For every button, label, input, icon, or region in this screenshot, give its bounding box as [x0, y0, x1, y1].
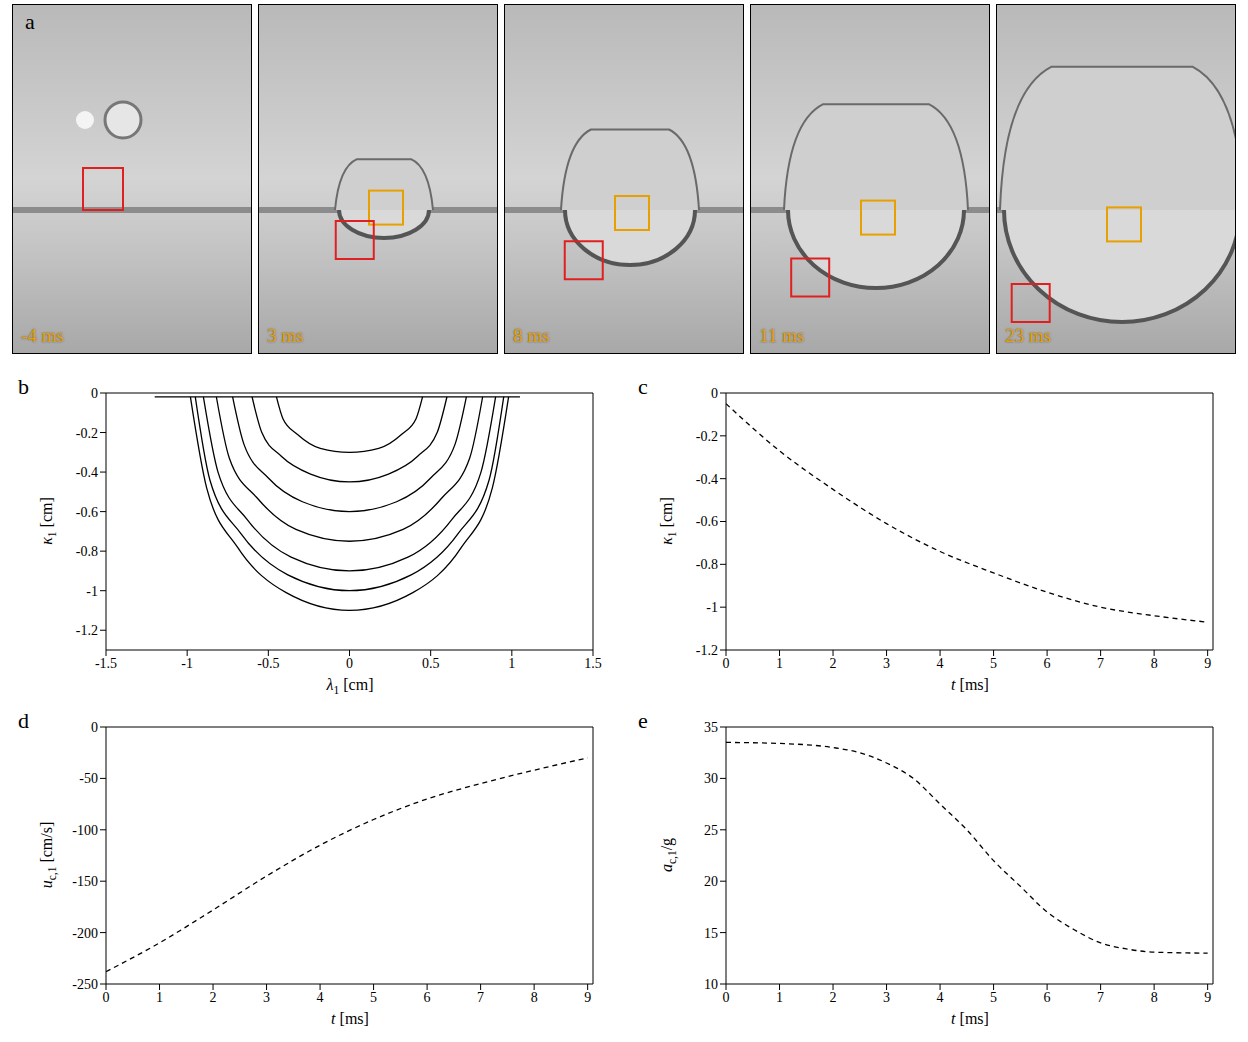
svg-text:0: 0: [91, 386, 98, 401]
svg-text:30: 30: [704, 771, 718, 786]
svg-text:-50: -50: [79, 771, 98, 786]
svg-text:8: 8: [531, 990, 538, 1005]
html-text:c,1: c,1: [46, 866, 59, 881]
svg-text:0: 0: [723, 656, 730, 671]
html-text:λ1[cm]: λ1[cm]: [326, 676, 374, 697]
svg-text:-0.8: -0.8: [696, 557, 718, 572]
svg-text:6: 6: [1044, 990, 1051, 1005]
html-text:1: 1: [46, 531, 59, 538]
html-text:u: u: [37, 880, 55, 889]
svg-text:3: 3: [263, 990, 270, 1005]
svg-text:2: 2: [830, 656, 837, 671]
svg-text:9: 9: [1204, 990, 1211, 1005]
html-text:a: a: [25, 9, 35, 34]
svg-text:25: 25: [704, 823, 718, 838]
html-text:[cm]: [cm]: [37, 497, 55, 532]
svg-text:-0.2: -0.2: [76, 426, 98, 441]
svg-text:5: 5: [990, 990, 997, 1005]
svg-text:1.5: 1.5: [584, 656, 602, 671]
svg-text:-250: -250: [72, 977, 98, 992]
svg-text:-1: -1: [706, 600, 718, 615]
svg-text:1: 1: [156, 990, 163, 1005]
svg-text:7: 7: [477, 990, 484, 1005]
svg-text:9: 9: [1204, 656, 1211, 671]
html-text:t [ms]: t [ms]: [331, 1010, 369, 1027]
svg-text:8: 8: [1151, 656, 1158, 671]
svg-text:-200: -200: [72, 926, 98, 941]
html-text:κ: κ: [657, 537, 675, 545]
svg-text:7: 7: [1097, 990, 1104, 1005]
svg-text:-0.6: -0.6: [76, 505, 98, 520]
svg-text:1: 1: [776, 656, 783, 671]
html-text:11 ms: 11 ms: [759, 325, 805, 346]
svg-text:9: 9: [584, 990, 591, 1005]
html-text:c,1: c,1: [666, 850, 679, 865]
svg-text:-150: -150: [72, 874, 98, 889]
svg-text:3: 3: [883, 990, 890, 1005]
svg-text:0: 0: [723, 990, 730, 1005]
svg-text:-1.2: -1.2: [696, 643, 718, 658]
svg-text:1: 1: [508, 656, 515, 671]
html-text:t [ms]: t [ms]: [951, 676, 989, 693]
svg-text:4: 4: [317, 990, 324, 1005]
svg-text:-0.4: -0.4: [696, 472, 718, 487]
svg-text:-0.4: -0.4: [76, 465, 98, 480]
html-text:23 ms: 23 ms: [1005, 325, 1051, 346]
svg-text:35: 35: [704, 720, 718, 735]
html-text:d: d: [18, 708, 29, 733]
svg-text:3: 3: [883, 656, 890, 671]
html-text:[cm]: [cm]: [657, 497, 675, 532]
svg-text:7: 7: [1097, 656, 1104, 671]
svg-text:-1: -1: [86, 584, 98, 599]
svg-text:-0.6: -0.6: [696, 514, 718, 529]
svg-text:8: 8: [1151, 990, 1158, 1005]
svg-text:-1.5: -1.5: [95, 656, 117, 671]
svg-text:-1: -1: [181, 656, 193, 671]
svg-text:5: 5: [990, 656, 997, 671]
svg-text:20: 20: [704, 874, 718, 889]
svg-text:15: 15: [704, 926, 718, 941]
svg-text:0: 0: [103, 990, 110, 1005]
html-text:t [ms]: t [ms]: [951, 1010, 989, 1027]
svg-text:-0.8: -0.8: [76, 544, 98, 559]
svg-text:6: 6: [1044, 656, 1051, 671]
html-text:/g: /g: [657, 837, 675, 851]
html-text:-4 ms: -4 ms: [21, 325, 64, 346]
html-text:8 ms: 8 ms: [513, 325, 550, 346]
svg-text:1: 1: [776, 990, 783, 1005]
html-text:e: e: [638, 708, 648, 733]
svg-text:0.5: 0.5: [422, 656, 440, 671]
html-text:a: a: [657, 864, 675, 873]
html-text:b: b: [18, 374, 29, 399]
svg-text:2: 2: [830, 990, 837, 1005]
svg-text:10: 10: [704, 977, 718, 992]
html-text:κ: κ: [37, 537, 55, 545]
svg-text:5: 5: [370, 990, 377, 1005]
svg-text:-0.2: -0.2: [696, 429, 718, 444]
html-text:1: 1: [666, 531, 679, 538]
svg-text:-0.5: -0.5: [257, 656, 279, 671]
svg-text:0: 0: [91, 720, 98, 735]
html-text:c: c: [638, 374, 648, 399]
svg-text:4: 4: [937, 990, 944, 1005]
svg-text:0: 0: [346, 656, 353, 671]
svg-text:-1.2: -1.2: [76, 623, 98, 638]
svg-text:2: 2: [210, 990, 217, 1005]
svg-text:-100: -100: [72, 823, 98, 838]
html-text:3 ms: 3 ms: [267, 325, 304, 346]
html-text:[cm/s]: [cm/s]: [37, 821, 55, 867]
svg-text:0: 0: [711, 386, 718, 401]
svg-text:6: 6: [424, 990, 431, 1005]
svg-text:4: 4: [937, 656, 944, 671]
